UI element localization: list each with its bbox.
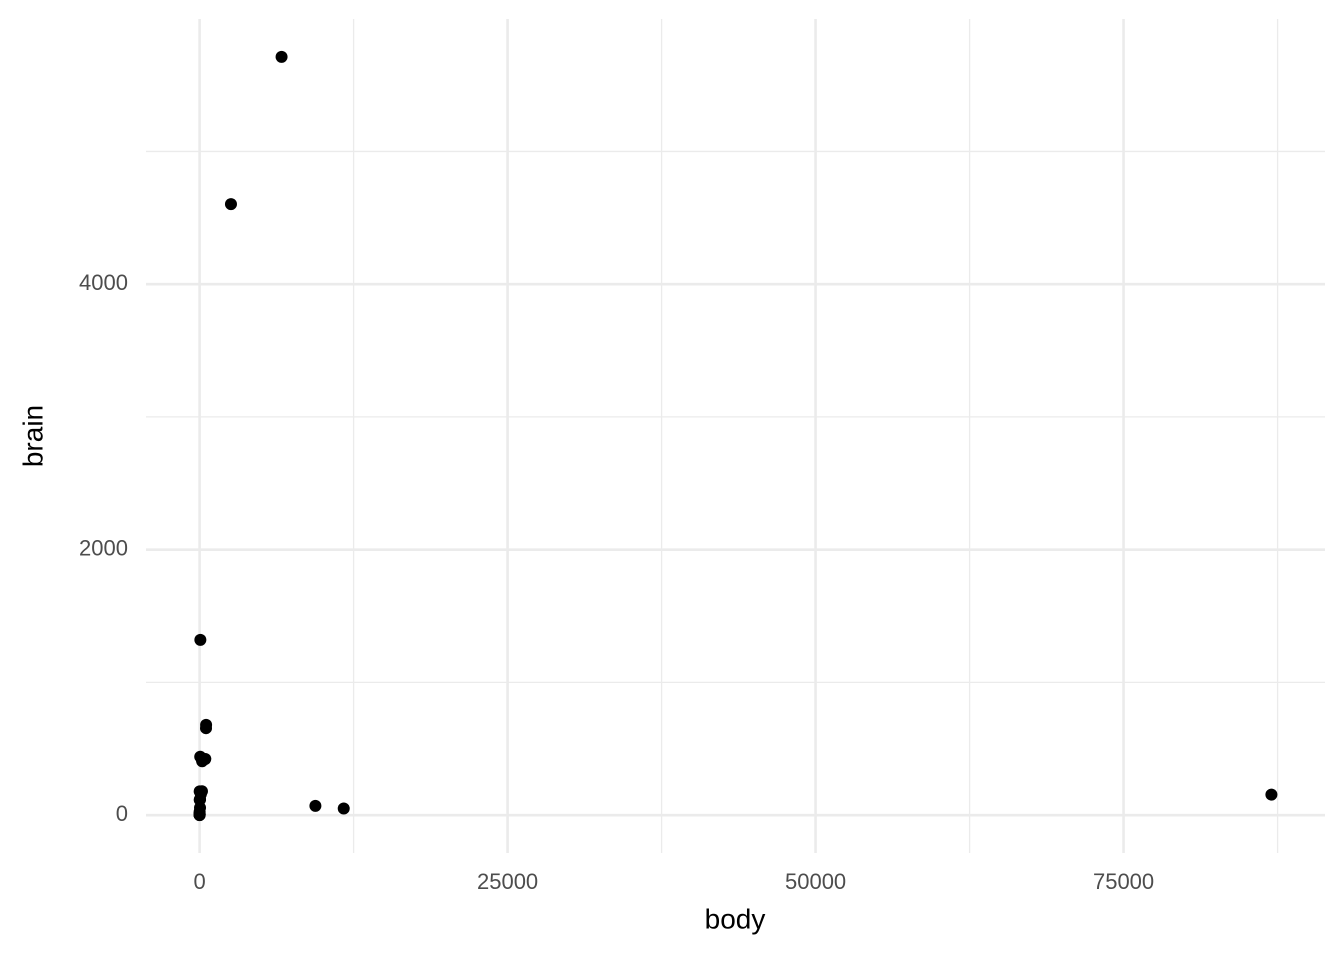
point (337, 802, 350, 815)
point (194, 750, 207, 763)
y-tick-label: 0 (116, 801, 128, 826)
point (194, 633, 207, 646)
x-tick-label: 0 (193, 869, 205, 894)
point (224, 198, 237, 211)
x-tick-label: 50000 (785, 869, 846, 894)
y-tick-label: 4000 (79, 270, 128, 295)
point (309, 799, 322, 812)
point (275, 50, 288, 63)
x-tick-label: 25000 (477, 869, 538, 894)
x-axis-title: body (705, 903, 766, 934)
point (195, 785, 208, 798)
y-axis-title: brain (17, 405, 48, 467)
point (200, 718, 213, 731)
point (193, 808, 206, 821)
x-tick-label: 75000 (1093, 869, 1154, 894)
point (1265, 788, 1278, 801)
y-tick-label: 2000 (79, 535, 128, 560)
